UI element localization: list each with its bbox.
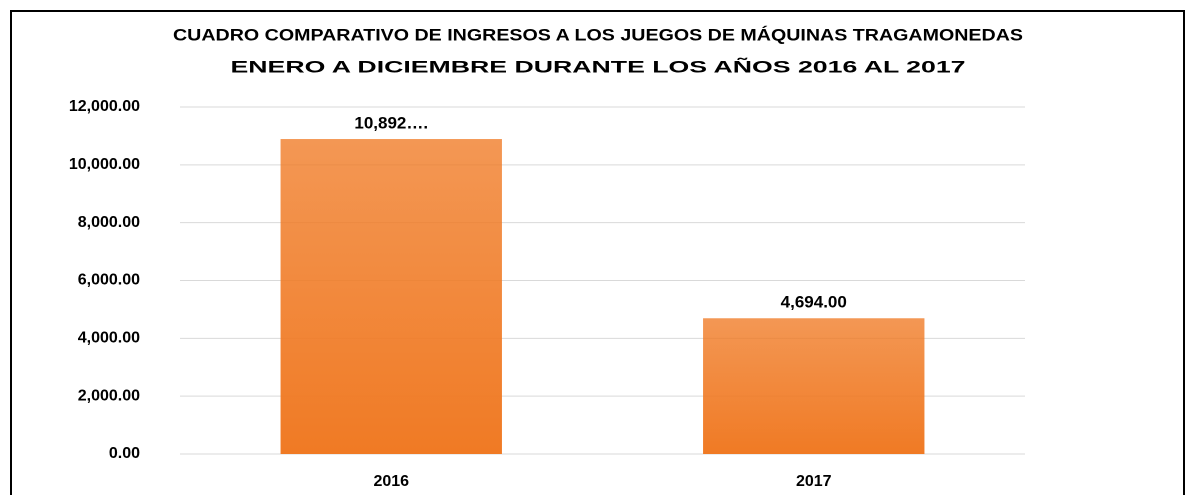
chart-title: CUADRO COMPARATIVO DE INGRESOS A LOS JUE… <box>173 25 1023 44</box>
y-tick-label: 6,000.00 <box>78 272 140 289</box>
y-tick-label: 4,000.00 <box>78 330 140 347</box>
chart-frame <box>10 10 1185 495</box>
y-tick-label: 8,000.00 <box>78 214 140 231</box>
y-tick-label: 12,000.00 <box>69 98 140 115</box>
bar <box>703 318 925 454</box>
x-tick-label: 2016 <box>373 473 409 490</box>
y-tick-label: 10,000.00 <box>69 156 140 173</box>
data-label: 4,694.00 <box>781 293 847 312</box>
chart-subtitle: ENERO A DICIEMBRE DURANTE LOS AÑOS 2016 … <box>231 56 966 76</box>
y-tick-label: 0.00 <box>109 445 140 462</box>
bar <box>280 139 502 454</box>
data-label: 10,892…. <box>354 114 428 133</box>
y-tick-label: 2,000.00 <box>78 387 140 404</box>
x-tick-label: 2017 <box>796 473 832 490</box>
